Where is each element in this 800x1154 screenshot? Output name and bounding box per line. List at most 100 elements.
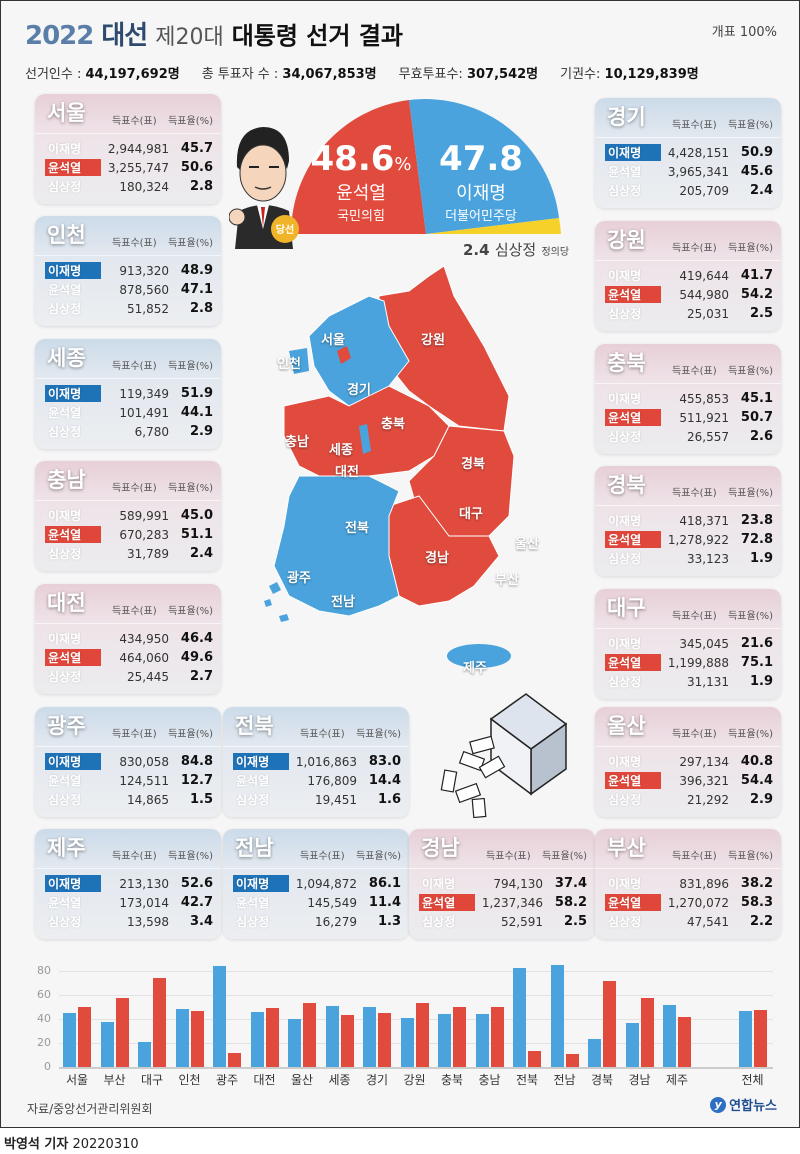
map-label-seoul: 서울 <box>321 333 345 348</box>
table-row: 이재명 434,950 46.4 <box>45 629 213 648</box>
vote-count: 4,428,151 <box>667 145 729 160</box>
vote-count: 145,549 <box>307 895 357 910</box>
gridline <box>59 995 773 996</box>
vote-count: 1,278,922 <box>667 532 729 547</box>
winner-cartoon-icon: 당선 <box>229 127 299 249</box>
bar <box>153 977 166 1068</box>
vote-count: 1,016,863 <box>295 754 357 769</box>
vote-rate: 49.6 <box>180 650 213 665</box>
table-row: 심상정 25,031 2.5 <box>605 304 773 323</box>
vote-rate: 54.2 <box>740 287 773 302</box>
vote-count: 180,324 <box>119 179 169 194</box>
table-row: 윤석열 173,014 42.7 <box>45 893 213 912</box>
x-tick-label: 광주 <box>215 1073 239 1087</box>
x-tick-label: 충북 <box>440 1073 464 1087</box>
table-row: 심상정 19,451 1.6 <box>233 790 401 809</box>
candidate-name: 심상정 <box>422 915 456 929</box>
candidate-name: 윤석열 <box>605 286 661 303</box>
votes-header: 득표수(표) <box>300 729 345 740</box>
region-name: 대구 <box>607 596 646 620</box>
table-row: 이재명 1,094,872 86.1 <box>233 874 401 893</box>
x-tick-label: 경기 <box>365 1073 389 1087</box>
vote-rate: 72.8 <box>740 532 773 547</box>
table-row: 윤석열 124,511 12.7 <box>45 771 213 790</box>
vote-count: 19,451 <box>315 792 357 807</box>
bar <box>250 1012 264 1068</box>
vote-rate: 23.8 <box>740 513 773 528</box>
vote-rate: 37.4 <box>554 876 587 891</box>
vote-count: 13,598 <box>127 914 169 929</box>
region-tile: 강원 득표수(표) 득표율(%) 이재명 419,644 41.7 윤석열 54… <box>595 221 781 331</box>
x-tick-label: 전남 <box>553 1073 576 1087</box>
tile-header: 대구 득표수(표) 득표율(%) <box>595 589 781 629</box>
bar <box>490 1006 504 1068</box>
rate-header: 득표율(%) <box>728 611 774 622</box>
candidate-name: 심상정 <box>236 915 270 929</box>
table-row: 이재명 830,058 84.8 <box>45 752 213 771</box>
gridline <box>59 971 773 972</box>
votes-header: 득표수(표) <box>112 238 157 249</box>
y-tick-label: 40 <box>37 1012 51 1025</box>
table-row: 윤석열 396,321 54.4 <box>605 771 773 790</box>
rate-header: 득표율(%) <box>728 243 774 254</box>
bar <box>63 1013 76 1068</box>
region-tile: 세종 득표수(표) 득표율(%) 이재명 119,349 51.9 윤석열 10… <box>35 339 221 449</box>
vote-rate: 1.5 <box>189 792 213 807</box>
rate-header: 득표율(%) <box>356 851 402 862</box>
region-tile: 경기 득표수(표) 득표율(%) 이재명 4,428,151 50.9 윤석열 … <box>595 98 781 208</box>
vote-count: 418,371 <box>679 513 729 528</box>
region-tile: 울산 득표수(표) 득표율(%) 이재명 297,134 40.8 윤석열 39… <box>595 707 781 817</box>
vote-count: 25,031 <box>687 306 729 321</box>
region-tile: 인천 득표수(표) 득표율(%) 이재명 913,320 48.9 윤석열 87… <box>35 216 221 326</box>
title-label: 대선 <box>101 21 148 51</box>
table-row: 심상정 13,598 3.4 <box>45 912 213 931</box>
vote-count: 831,896 <box>679 876 729 891</box>
map-label-busan: 부산 <box>495 573 519 588</box>
vote-count: 396,321 <box>679 773 729 788</box>
bar <box>228 1052 241 1068</box>
map-label-daejeon: 대전 <box>335 465 359 480</box>
vote-rate: 84.8 <box>180 754 213 769</box>
candidate-name: 심상정 <box>48 915 82 929</box>
map-label-jeju: 제주 <box>463 661 487 676</box>
bar <box>363 1006 376 1068</box>
tile-header: 광주 득표수(표) 득표율(%) <box>35 707 221 747</box>
bar <box>100 1022 114 1068</box>
vote-rate: 45.7 <box>180 141 213 156</box>
lee-national: 47.8 이재명 더불어민주당 <box>439 139 523 224</box>
votes-header: 득표수(표) <box>112 851 157 862</box>
vote-rate: 2.5 <box>749 306 773 321</box>
candidate-name: 윤석열 <box>608 165 642 179</box>
table-row: 이재명 213,130 52.6 <box>45 874 213 893</box>
vote-count: 101,491 <box>119 405 169 420</box>
vote-count: 47,541 <box>687 914 729 929</box>
candidate-name: 이재명 <box>48 632 82 646</box>
candidate-name: 이재명 <box>45 753 101 770</box>
votes-header: 득표수(표) <box>112 361 157 372</box>
table-row: 심상정 52,591 2.5 <box>419 912 587 931</box>
region-tile: 부산 득표수(표) 득표율(%) 이재명 831,896 38.2 윤석열 1,… <box>595 829 781 939</box>
title-year: 2022 <box>25 21 94 51</box>
vote-rate: 1.3 <box>377 914 401 929</box>
vote-rate: 58.3 <box>740 895 773 910</box>
vote-rate: 52.6 <box>180 876 213 891</box>
bar <box>663 1004 676 1068</box>
x-tick-label: 경북 <box>590 1073 614 1087</box>
vote-count: 31,789 <box>127 546 169 561</box>
stat-abstain: 기권수: 10,129,839명 <box>560 67 699 82</box>
candidate-name: 심상정 <box>608 307 642 321</box>
vote-count: 205,709 <box>679 183 729 198</box>
bar <box>213 966 226 1068</box>
vote-rate: 2.2 <box>749 914 773 929</box>
rate-header: 득표율(%) <box>728 488 774 499</box>
votes-header: 득표수(표) <box>672 366 717 377</box>
candidate-name: 윤석열 <box>605 409 661 426</box>
vote-rate: 1.6 <box>377 792 401 807</box>
rate-header: 득표율(%) <box>728 729 774 740</box>
table-row: 이재명 2,944,981 45.7 <box>45 139 213 158</box>
table-row: 윤석열 101,491 44.1 <box>45 403 213 422</box>
table-row: 이재명 297,134 40.8 <box>605 752 773 771</box>
region-name: 제주 <box>47 836 86 860</box>
candidate-name: 심상정 <box>236 793 270 807</box>
vote-count: 1,199,888 <box>667 655 729 670</box>
